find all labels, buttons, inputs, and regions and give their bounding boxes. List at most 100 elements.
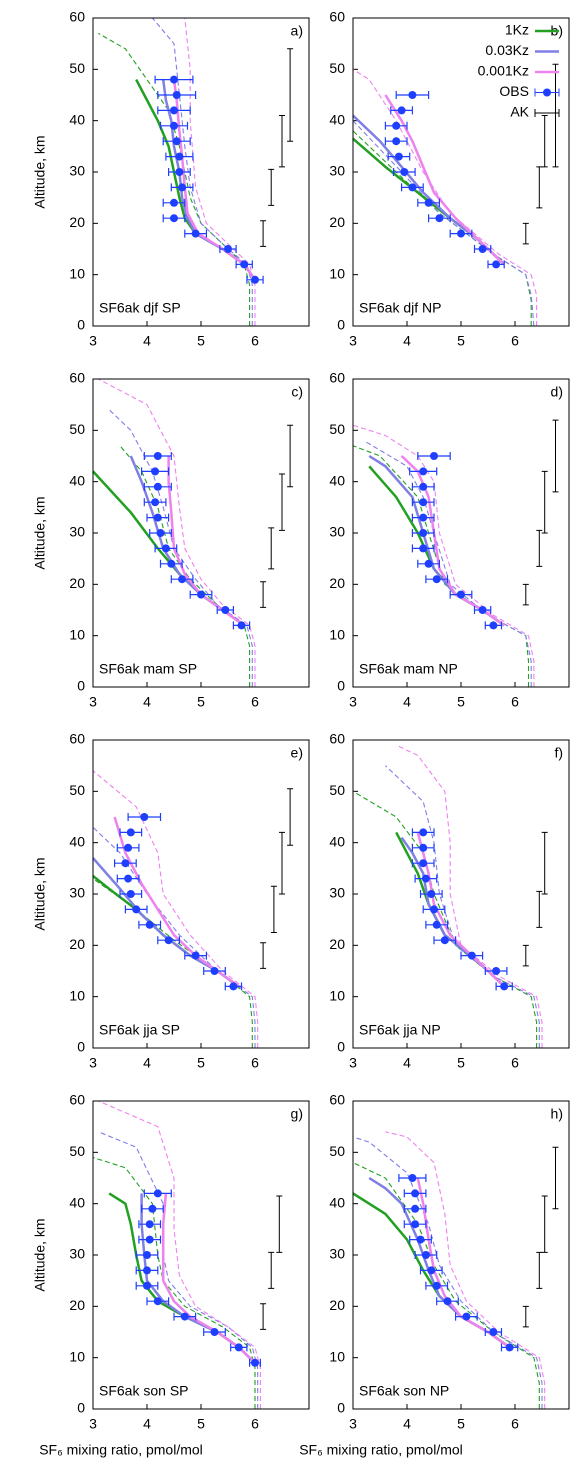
obs-point (145, 1235, 154, 1244)
legend-label: 0.03Kz (485, 42, 529, 58)
obs-point (424, 559, 433, 568)
model-line-dashed (92, 1156, 256, 1409)
obs-point (145, 920, 154, 929)
y-axis-label: Altitude, km (32, 496, 48, 569)
legend-swatch (543, 88, 551, 97)
ak-bar (522, 1305, 529, 1328)
panel-text: SF6ak mam SP (99, 661, 197, 677)
y-tick-label: 50 (329, 421, 345, 437)
model-line-dashed (92, 770, 259, 1048)
plot-frame (92, 739, 310, 1049)
x-tick-label: 6 (251, 1055, 259, 1071)
legend-label: OBS (499, 83, 529, 99)
ak-bar (287, 424, 294, 488)
model-line (140, 1193, 256, 1364)
ak-bar (287, 788, 294, 846)
model-line-dashed (352, 790, 538, 1048)
obs-point (411, 1220, 420, 1229)
obs-point (178, 183, 187, 192)
x-tick-label: 5 (457, 1416, 465, 1432)
ak-bar (541, 1195, 548, 1253)
obs-point (178, 575, 187, 584)
obs-point (421, 874, 430, 883)
y-tick-label: 30 (329, 163, 345, 179)
model-line-dashed (98, 32, 251, 326)
obs-point (143, 1266, 151, 1275)
plot-frame (352, 739, 570, 1049)
model-line (400, 836, 506, 988)
obs-point (153, 482, 162, 491)
obs-point (416, 1235, 425, 1244)
obs-point (161, 544, 170, 553)
obs-point (210, 1328, 219, 1336)
model-line-dashed (363, 440, 532, 687)
obs-point (435, 214, 444, 223)
obs-point (251, 275, 259, 284)
obs-point (143, 1281, 151, 1290)
plot-frame (92, 378, 310, 688)
panel-label: h) (551, 1106, 563, 1122)
obs-point (430, 452, 438, 460)
obs-point (392, 137, 401, 146)
ak-bar (522, 944, 529, 967)
x-tick-label: 5 (197, 694, 205, 710)
ak-bar (268, 1251, 275, 1289)
ak-bar (270, 885, 277, 933)
ak-bar (260, 220, 267, 247)
panel-label: e) (291, 745, 303, 761)
obs-point (394, 152, 403, 161)
model-line-dashed (352, 1136, 543, 1409)
obs-point (419, 843, 428, 852)
panel-text: SF6ak djf NP (359, 300, 441, 316)
legend-label: AK (510, 104, 529, 120)
x-tick-label: 4 (403, 1055, 411, 1071)
obs-point (500, 982, 509, 991)
obs-point (419, 467, 428, 476)
model-line-dashed (352, 68, 538, 326)
obs-point (191, 951, 200, 960)
x-tick-label: 4 (403, 694, 411, 710)
obs-point (175, 152, 184, 161)
y-tick-label: 60 (69, 731, 85, 747)
x-tick-label: 5 (197, 1055, 205, 1071)
obs-point (167, 559, 176, 568)
model-line-dashed (184, 17, 256, 326)
panel-label: d) (551, 384, 563, 400)
model-line-dashed (352, 130, 532, 326)
x-tick-label: 4 (143, 333, 151, 349)
ak-bar (268, 168, 275, 206)
ak-bar (536, 529, 543, 567)
obs-point (492, 967, 501, 975)
y-tick-label: 50 (69, 60, 85, 76)
obs-point (419, 498, 428, 507)
y-tick-label: 20 (69, 214, 85, 230)
ak-bar (541, 831, 548, 895)
y-tick-label: 10 (329, 265, 345, 281)
model-line-dashed (151, 17, 253, 326)
model-line (416, 1177, 511, 1349)
y-tick-label: 50 (329, 1143, 345, 1159)
obs-point (397, 106, 406, 115)
plot-frame (352, 378, 570, 688)
x-tick-label: 3 (89, 1416, 97, 1432)
obs-point (419, 828, 428, 837)
y-tick-label: 0 (337, 317, 345, 333)
obs-point (234, 1343, 243, 1352)
obs-point (408, 183, 417, 192)
y-tick-label: 20 (69, 1297, 85, 1313)
x-axis-label: SF₆ mixing ratio, pmol/mol (299, 1442, 463, 1458)
obs-point (210, 967, 219, 975)
panel-label: g) (291, 1106, 303, 1122)
y-tick-label: 30 (69, 163, 85, 179)
obs-point (411, 1204, 420, 1213)
obs-point (419, 513, 428, 522)
obs-point (419, 482, 428, 491)
obs-point (457, 590, 465, 599)
model-line (113, 816, 240, 988)
y-tick-label: 40 (69, 111, 85, 127)
model-line (172, 79, 257, 281)
model-line-dashed (98, 1100, 261, 1409)
y-tick-label: 0 (337, 678, 345, 694)
y-tick-label: 10 (329, 1348, 345, 1364)
